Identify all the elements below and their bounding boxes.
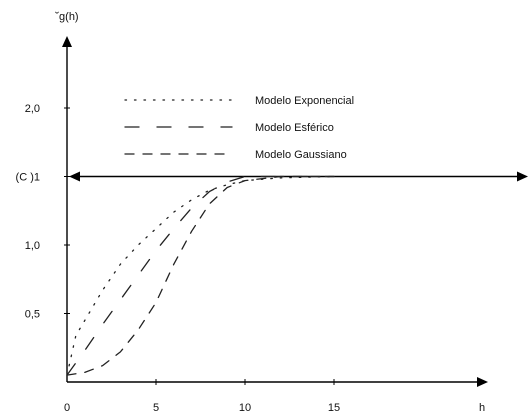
series-line-0 bbox=[66, 175, 335, 376]
sill-arrow-right-icon bbox=[517, 171, 528, 182]
y-tick-label: 1,0 bbox=[25, 240, 40, 252]
series-line-1 bbox=[66, 175, 335, 376]
series-line-2 bbox=[66, 175, 335, 376]
x-tick-label: 0 bbox=[64, 402, 70, 414]
y-axis-arrow-icon bbox=[62, 36, 72, 47]
x-tick-label: 5 bbox=[153, 402, 159, 414]
legend-label-1: Modelo Esférico bbox=[255, 122, 334, 134]
x-axis-label: h bbox=[479, 402, 485, 414]
y-tick-label: (C )1 bbox=[16, 172, 40, 184]
x-axis-arrow-icon bbox=[477, 377, 488, 387]
legend-label-2: Modelo Gaussiano bbox=[255, 149, 347, 161]
y-tick-label: 0,5 bbox=[25, 309, 40, 321]
legend-label-0: Modelo Exponencial bbox=[255, 95, 354, 107]
y-tick-label: 2,0 bbox=[25, 103, 40, 115]
sill-arrow-left-icon bbox=[69, 171, 80, 182]
x-tick-label: 15 bbox=[328, 402, 340, 414]
x-tick-label: 10 bbox=[239, 402, 251, 414]
y-axis-label: ˘g(h) bbox=[54, 11, 78, 23]
